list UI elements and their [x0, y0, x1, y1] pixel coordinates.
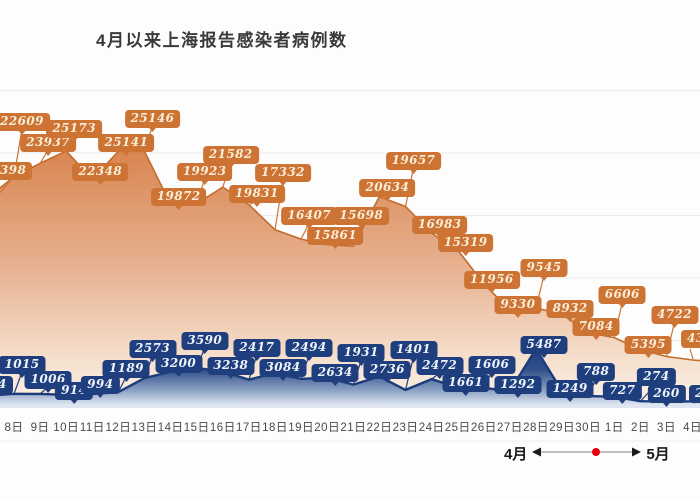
red-dot-marker: [592, 447, 601, 456]
x-axis-label: 25日: [444, 422, 471, 434]
x-axis-label: 10日: [53, 422, 80, 434]
x-axis-label: 14日: [157, 422, 184, 434]
x-axis-label: 2日: [630, 422, 650, 434]
x-axis-label: 8日: [4, 422, 24, 434]
month-label-may: 5月: [646, 446, 670, 463]
chart-title: 4月以来上海报告感染者病例数: [96, 31, 348, 50]
x-axis-label: 11日: [79, 422, 105, 434]
left-arrowhead-icon: [532, 447, 542, 456]
x-axis-label: 28日: [523, 422, 549, 434]
x-axis-label: 19日: [288, 422, 314, 434]
x-axis-label: 1日: [604, 422, 624, 434]
x-axis-label: 18日: [262, 422, 288, 434]
month-range-indicator: 4月 5月: [504, 443, 670, 464]
x-axis-label: 3日: [657, 422, 676, 434]
x-axis-label: 24日: [418, 422, 445, 434]
x-axis-label: 22日: [366, 422, 393, 434]
x-axis-label: 27日: [496, 422, 523, 434]
x-axis-label: 23日: [392, 422, 419, 434]
month-range-arrow: [531, 444, 642, 464]
x-axis-label: 4日: [683, 422, 700, 434]
x-axis-label: 26日: [470, 422, 497, 434]
x-axis-label: 20日: [314, 422, 341, 434]
month-label-april: 4月: [504, 446, 528, 463]
x-axis-label: 21日: [340, 422, 367, 434]
x-axis-label: 9日: [30, 422, 50, 434]
x-axis-label: 13日: [131, 422, 158, 434]
month-range-arrow-svg: [532, 447, 642, 456]
x-axis-label: 16日: [209, 422, 236, 434]
x-axis-label: 30日: [575, 422, 602, 434]
x-axis-label: 17日: [235, 422, 262, 434]
x-axis-label: 15日: [183, 422, 210, 434]
x-axis-label: 29日: [549, 422, 575, 434]
right-arrowhead-icon: [632, 447, 642, 456]
orange-area: [0, 150, 700, 408]
x-axis-label: 12日: [105, 422, 132, 434]
